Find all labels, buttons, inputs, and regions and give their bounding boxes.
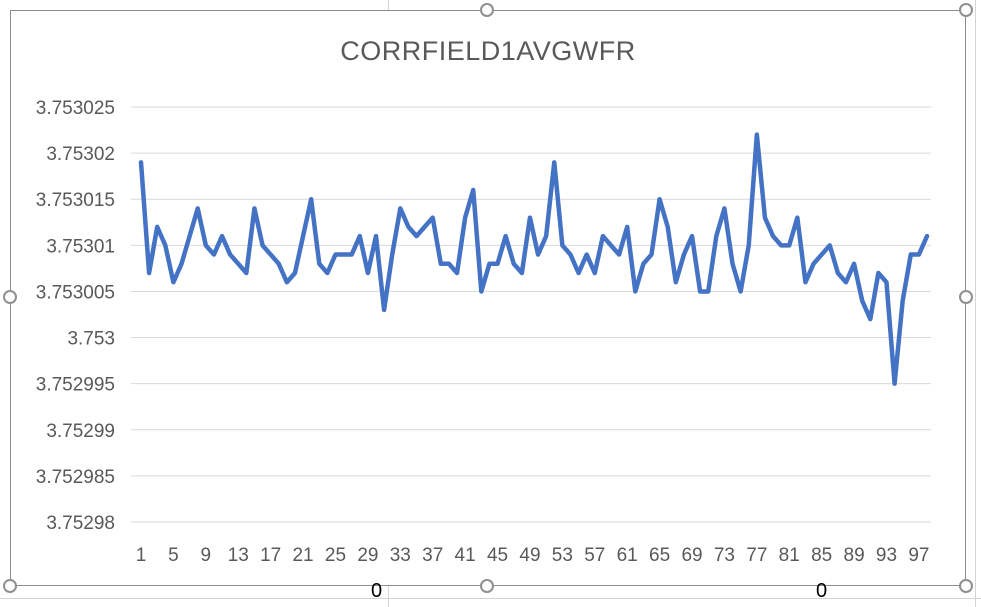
x-tick-label: 25 (325, 545, 346, 566)
x-tick-label: 33 (390, 545, 411, 566)
x-tick-label: 65 (649, 545, 670, 566)
x-tick-label: 89 (844, 545, 865, 566)
y-tick-label: 3.75298 (46, 513, 115, 534)
x-tick-label: 57 (584, 545, 605, 566)
resize-handle-top-right[interactable] (959, 3, 973, 17)
y-tick-label: 3.753005 (36, 282, 115, 303)
y-tick-label: 3.75301 (46, 236, 115, 257)
y-tick-label: 3.753015 (36, 190, 115, 211)
y-tick-label: 3.752985 (36, 467, 115, 488)
y-tick-label: 3.753025 (36, 98, 115, 119)
resize-handle-right[interactable] (959, 290, 973, 304)
x-tick-label: 37 (422, 545, 443, 566)
x-tick-label: 29 (357, 545, 378, 566)
row-gridline (0, 598, 981, 599)
resize-handle-left[interactable] (3, 290, 17, 304)
x-tick-label: 73 (714, 545, 735, 566)
x-tick-label: 21 (292, 545, 313, 566)
chart-area[interactable] (10, 10, 966, 586)
y-tick-label: 3.75299 (46, 421, 115, 442)
x-tick-label: 61 (617, 545, 638, 566)
x-tick-label: 41 (455, 545, 476, 566)
x-tick-label: 1 (136, 545, 147, 566)
x-tick-label: 97 (908, 545, 929, 566)
x-tick-label: 53 (552, 545, 573, 566)
x-tick-label: 81 (779, 545, 800, 566)
column-gridline (975, 0, 976, 607)
cell-value: 0 (816, 580, 828, 602)
y-tick-label: 3.75302 (46, 144, 115, 165)
y-tick-label: 3.752995 (36, 375, 115, 396)
cell-value: 0 (371, 580, 383, 602)
x-tick-label: 17 (260, 545, 281, 566)
x-tick-label: 77 (746, 545, 767, 566)
x-tick-label: 69 (681, 545, 702, 566)
resize-handle-top[interactable] (480, 3, 494, 17)
x-tick-label: 45 (487, 545, 508, 566)
chart-title: CORRFIELD1AVGWFR (340, 36, 636, 66)
series-line[interactable] (138, 132, 930, 386)
y-tick-label: 3.753 (67, 329, 115, 350)
x-tick-label: 85 (811, 545, 832, 566)
x-tick-label: 49 (519, 545, 540, 566)
x-tick-label: 93 (876, 545, 897, 566)
resize-handle-bottom-right[interactable] (959, 579, 973, 593)
resize-handle-bottom-left[interactable] (3, 579, 17, 593)
x-tick-label: 5 (168, 545, 179, 566)
resize-handle-bottom[interactable] (480, 579, 494, 593)
x-tick-label: 9 (201, 545, 212, 566)
x-tick-label: 13 (228, 545, 249, 566)
